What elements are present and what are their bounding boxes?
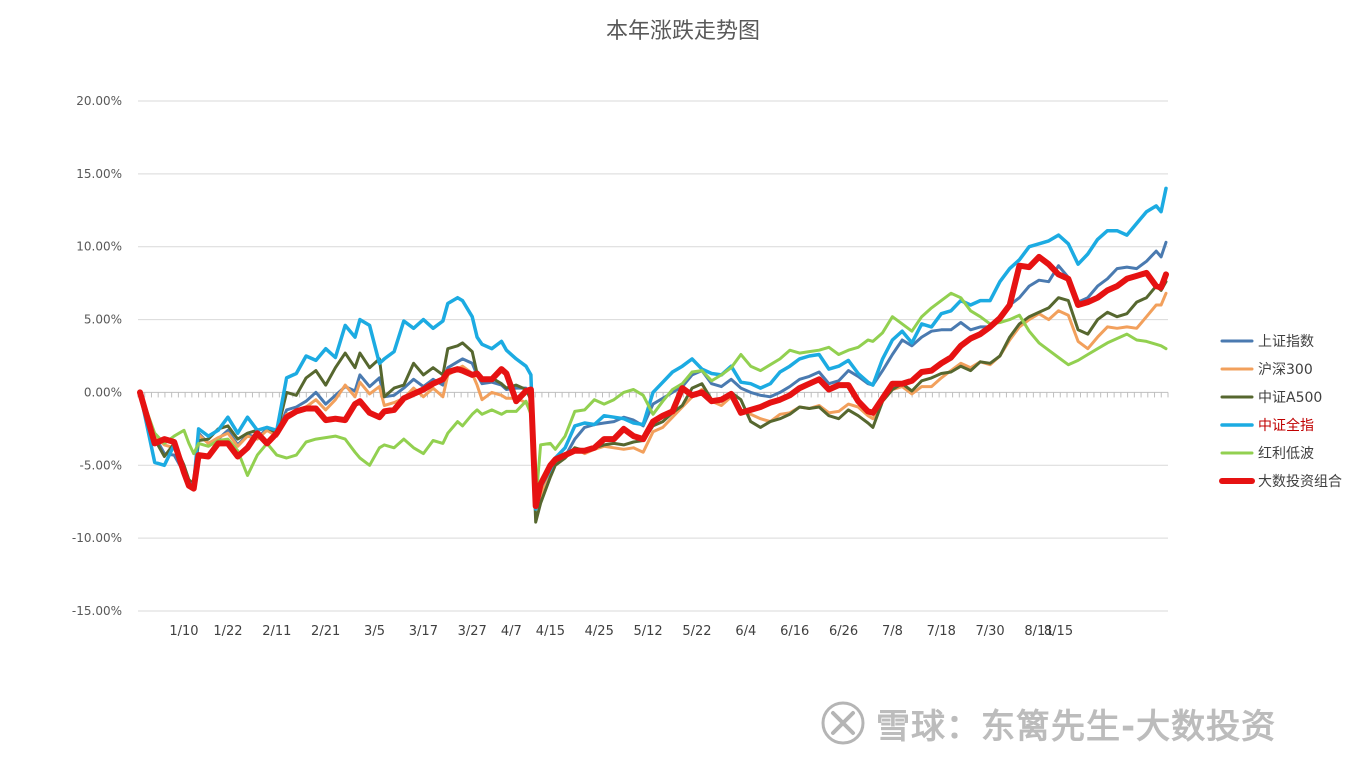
x-tick-label: 4/25: [585, 624, 614, 639]
legend-label: 上证指数: [1258, 334, 1314, 350]
legend-label: 中证A500: [1258, 390, 1322, 406]
x-tick-label: 5/12: [634, 624, 663, 639]
series-lines: [137, 186, 1169, 524]
y-tick-label: -15.00%: [72, 604, 122, 618]
x-tick-label: 7/8: [882, 624, 903, 639]
x-tick-label: 1/22: [213, 624, 242, 639]
watermark: 雪球：东篱先生-大数投资: [820, 698, 1276, 748]
x-tick-label: 8/11: [1024, 624, 1053, 639]
x-tick-label: 7/18: [927, 624, 956, 639]
x-axis-ticks: 1/10 1/22 2/11 2/21 3/5 3/17 3/27 4/7 4/15 4/25 5/…: [169, 624, 1073, 639]
legend-label: 大数投资组合: [1258, 474, 1342, 490]
series-line-5: [137, 253, 1169, 510]
gridlines: [138, 100, 1168, 612]
series-line-3: [138, 186, 1168, 511]
x-tick-label: 3/5: [364, 624, 385, 639]
snowball-logo-icon: [821, 701, 865, 745]
legend-label: 中证全指: [1258, 417, 1314, 434]
legend-label: 红利低波: [1258, 446, 1314, 462]
x-tick-label: 3/27: [458, 624, 487, 639]
x-tick-label: 6/4: [735, 624, 756, 639]
x-tick-label: 1/10: [169, 624, 198, 639]
y-tick-label: 5.00%: [84, 313, 122, 327]
x-tick-label: 4/7: [501, 624, 522, 639]
x-tick-label: 5/22: [682, 624, 711, 639]
y-tick-label: 0.00%: [84, 385, 122, 399]
watermark-text: 雪球：东篱先生-大数投资: [876, 706, 1277, 747]
x-tick-label: 6/26: [829, 624, 858, 639]
y-tick-label: -10.00%: [72, 531, 122, 545]
x-tick-label: 2/21: [311, 624, 340, 639]
x-tick-label: 3/17: [409, 624, 438, 639]
x-tick-label: 2/11: [262, 624, 291, 639]
y-tick-label: 20.00%: [76, 94, 122, 108]
y-tick-label: 15.00%: [76, 167, 122, 181]
x-tick-label: 7/30: [976, 624, 1005, 639]
legend-label: 沪深300: [1258, 362, 1313, 378]
y-axis-ticks: 20.00% 15.00% 10.00% 5.00% 0.00% -5.00% -10.00…: [72, 94, 122, 618]
y-tick-label: -5.00%: [80, 458, 122, 472]
x-tick-label: 6/16: [780, 624, 809, 639]
x-tick-label: 4/15: [536, 624, 565, 639]
chart-title: 本年涨跌走势图: [606, 19, 760, 44]
series-line-2: [138, 280, 1168, 524]
y-tick-label: 10.00%: [76, 240, 122, 254]
x-tick-label: 8/15: [1044, 624, 1073, 639]
